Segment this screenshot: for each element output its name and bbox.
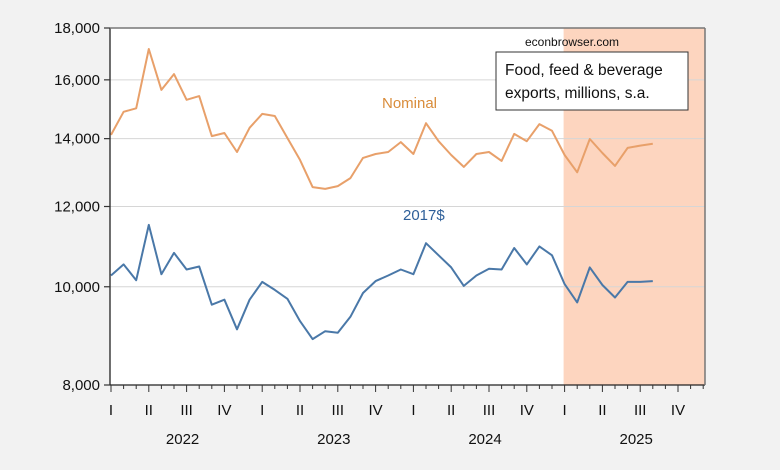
y-tick-label: 16,000: [54, 72, 100, 89]
x-tick-label: II: [296, 402, 304, 419]
year-label: 2025: [620, 431, 653, 448]
x-tick-label: IV: [217, 402, 231, 419]
x-tick-label: I: [411, 402, 415, 419]
x-tick-label: II: [145, 402, 153, 419]
plot-frame: [109, 27, 706, 386]
series-label-real: 2017$: [403, 207, 445, 224]
x-tick-label: IV: [671, 402, 685, 419]
x-tick-label: II: [447, 402, 455, 419]
series-line-nominal: [110, 48, 653, 190]
x-tick-label: I: [109, 402, 113, 419]
x-tick-label: III: [332, 402, 345, 419]
year-label: 2024: [468, 431, 501, 448]
year-label: 2023: [317, 431, 350, 448]
y-tick-label: 18,000: [54, 20, 100, 37]
x-tick-label: IV: [520, 402, 534, 419]
annotation-box: [495, 51, 689, 111]
source-note: econbrowser.com: [525, 35, 619, 49]
year-label: 2022: [166, 431, 199, 448]
x-tick-label: III: [483, 402, 496, 419]
x-tick-label: III: [634, 402, 647, 419]
y-axis: 8,000 10,000 12,000 14,000 16,000 18,000: [54, 20, 110, 394]
x-tick-label: I: [563, 402, 567, 419]
x-tick-label: III: [180, 402, 193, 419]
series-line-real: [110, 223, 653, 341]
annotation-line-1: Food, feed & beverage: [505, 62, 663, 79]
series-layer: [110, 48, 653, 341]
y-tick-label: 8,000: [62, 377, 100, 394]
x-tick-label: I: [260, 402, 264, 419]
y-tick-label: 12,000: [54, 199, 100, 216]
y-tick-label: 10,000: [54, 279, 100, 296]
x-tick-label: II: [598, 402, 606, 419]
x-tick-label: IV: [369, 402, 383, 419]
series-label-nominal: Nominal: [382, 95, 437, 112]
annotation-line-2: exports, millions, s.a.: [505, 85, 650, 102]
y-tick-label: 14,000: [54, 131, 100, 148]
